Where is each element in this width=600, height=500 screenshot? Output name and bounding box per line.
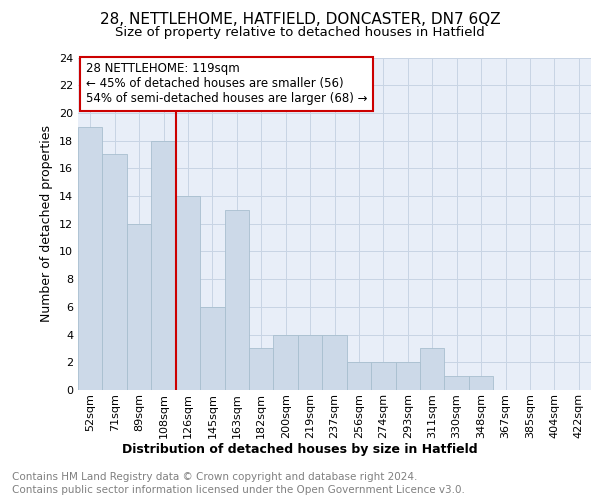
Bar	[298, 334, 322, 390]
Bar	[274, 334, 298, 390]
Bar	[420, 348, 445, 390]
Bar	[127, 224, 151, 390]
Text: Distribution of detached houses by size in Hatfield: Distribution of detached houses by size …	[122, 442, 478, 456]
Bar	[151, 140, 176, 390]
Text: Size of property relative to detached houses in Hatfield: Size of property relative to detached ho…	[115, 26, 485, 39]
Bar	[371, 362, 395, 390]
Bar	[322, 334, 347, 390]
Bar	[78, 127, 103, 390]
Bar	[200, 307, 224, 390]
Text: Contains HM Land Registry data © Crown copyright and database right 2024.: Contains HM Land Registry data © Crown c…	[12, 472, 418, 482]
Text: Contains public sector information licensed under the Open Government Licence v3: Contains public sector information licen…	[12, 485, 465, 495]
Bar	[176, 196, 200, 390]
Text: 28, NETTLEHOME, HATFIELD, DONCASTER, DN7 6QZ: 28, NETTLEHOME, HATFIELD, DONCASTER, DN7…	[100, 12, 500, 28]
Bar	[249, 348, 274, 390]
Text: 28 NETTLEHOME: 119sqm
← 45% of detached houses are smaller (56)
54% of semi-deta: 28 NETTLEHOME: 119sqm ← 45% of detached …	[86, 62, 367, 106]
Bar	[445, 376, 469, 390]
Bar	[469, 376, 493, 390]
Bar	[347, 362, 371, 390]
Bar	[224, 210, 249, 390]
Y-axis label: Number of detached properties: Number of detached properties	[40, 125, 53, 322]
Bar	[103, 154, 127, 390]
Bar	[395, 362, 420, 390]
